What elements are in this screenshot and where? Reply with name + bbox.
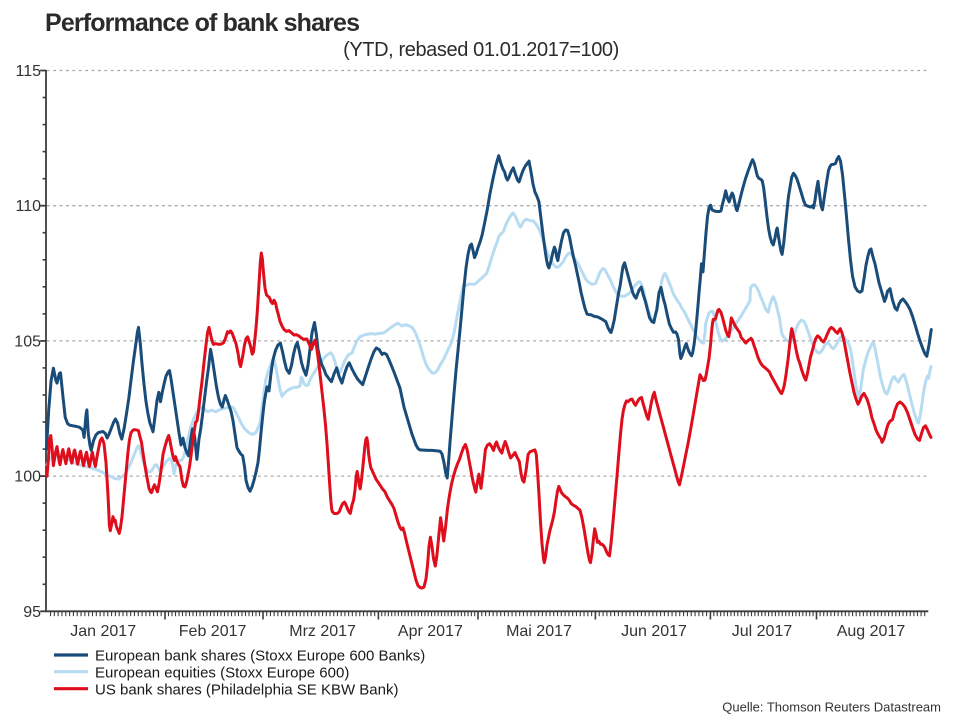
svg-text:Aug 2017: Aug 2017 [837,623,906,640]
svg-text:Jul 2017: Jul 2017 [732,623,793,640]
svg-text:Apr 2017: Apr 2017 [398,623,463,640]
svg-text:Quelle: Thomson Reuters Datast: Quelle: Thomson Reuters Datastream [722,700,941,715]
svg-text:Feb 2017: Feb 2017 [179,623,247,640]
svg-text:European equities (Stoxx Europ: European equities (Stoxx Europe 600) [95,665,349,682]
svg-text:Mai 2017: Mai 2017 [506,623,572,640]
svg-text:Jan 2017: Jan 2017 [70,623,136,640]
svg-text:(YTD, rebased 01.01.2017=100): (YTD, rebased 01.01.2017=100) [343,39,619,61]
svg-text:115: 115 [15,63,41,80]
svg-text:Performance of bank shares: Performance of bank shares [45,9,359,37]
svg-text:Mrz 2017: Mrz 2017 [289,623,356,640]
svg-text:110: 110 [15,198,41,215]
svg-text:100: 100 [14,469,41,486]
svg-text:European bank shares (Stoxx Eu: European bank shares (Stoxx Europe 600 B… [95,648,425,665]
svg-text:Jun 2017: Jun 2017 [621,623,687,640]
svg-text:105: 105 [14,333,41,350]
svg-text:US bank shares (Philadelphia S: US bank shares (Philadelphia SE KBW Bank… [95,681,398,698]
svg-text:95: 95 [23,604,41,621]
